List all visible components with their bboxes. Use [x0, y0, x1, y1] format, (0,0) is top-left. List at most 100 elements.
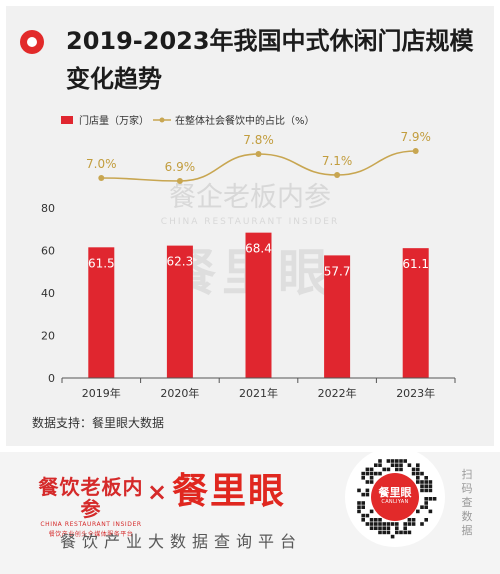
x-axis: 2019年 2020年 2021年 2022年 2023年: [61, 377, 456, 400]
qr-module: [416, 463, 420, 467]
qr-module: [390, 534, 395, 539]
qr-module: [395, 526, 399, 530]
qr-module: [424, 480, 428, 484]
qr-module: [424, 484, 428, 488]
x-tick-label: 2022年: [318, 386, 357, 400]
qr-module: [357, 509, 361, 514]
line-value-label: 6.9%: [165, 160, 196, 174]
qr-module: [378, 526, 382, 530]
qr-module: [420, 480, 424, 484]
title-bullet-icon: [20, 30, 44, 54]
qr-module: [416, 476, 420, 480]
qr-module: [428, 509, 433, 514]
qr-module: [365, 467, 370, 472]
x-tick-label: 2019年: [82, 386, 121, 400]
qr-module: [420, 522, 424, 526]
qr-module: [424, 476, 428, 480]
qr-module: [428, 484, 433, 488]
qr-module: [420, 488, 424, 493]
qr-module: [378, 518, 382, 522]
qr-module: [365, 513, 370, 518]
brand-left-subtitle: 餐饮产业创头全媒体服务平台: [48, 531, 134, 538]
qr-module: [365, 471, 370, 476]
qr-module: [386, 459, 391, 463]
qr-module: [403, 530, 407, 535]
qr-module: [369, 509, 374, 514]
qr-module: [428, 480, 433, 484]
qr-module: [365, 480, 370, 484]
legend-label-line: 在整体社会餐饮中的占比（%）: [175, 114, 315, 127]
legend-label-bar: 门店量（万家）: [79, 114, 149, 127]
qr-module: [374, 526, 378, 530]
bar: [324, 255, 351, 378]
x-tick-label: 2020年: [160, 386, 199, 400]
qr-module: [424, 488, 428, 493]
qr-module: [399, 467, 403, 472]
legend-swatch-bar: [61, 116, 73, 124]
qr-module: [374, 471, 378, 476]
qr-module: [403, 522, 407, 526]
qr-module: [361, 513, 365, 518]
qr-module: [395, 463, 399, 467]
qr-module: [382, 530, 386, 535]
qr-module: [420, 484, 424, 488]
qr-module: [361, 518, 365, 522]
qr-module: [369, 476, 374, 480]
qr-module: [374, 522, 378, 526]
qr-module: [369, 518, 374, 522]
legend-swatch-line-marker: [159, 117, 165, 123]
qr-module: [432, 497, 437, 501]
qr-module: [424, 518, 428, 522]
qr-module: [428, 497, 433, 501]
qr-module: [365, 522, 370, 526]
bar-value-label: 61.1: [402, 257, 429, 271]
qr-module: [382, 526, 386, 530]
bar: [245, 232, 272, 378]
qr-module: [361, 476, 365, 480]
line-point: [255, 151, 262, 157]
qr-module: [374, 518, 378, 522]
qr-module: [395, 459, 399, 463]
qr-module: [361, 501, 365, 505]
bar-value-label: 61.5: [88, 256, 115, 270]
qr-module: [407, 463, 412, 467]
qr-module: [361, 492, 365, 497]
qr-module: [411, 471, 416, 476]
qr-module: [411, 467, 416, 472]
bar: [166, 245, 193, 378]
x-tick-label: 2023年: [396, 386, 435, 400]
y-axis: 0 20 40 60 80: [41, 202, 55, 385]
qr-module: [416, 471, 420, 476]
qr-module: [378, 463, 382, 467]
qr-module: [395, 467, 399, 472]
scan-hint: 扫码查数据: [461, 468, 473, 537]
y-tick-label: 40: [41, 287, 55, 300]
source-note: 数据支持：餐里眼大数据: [32, 415, 164, 430]
qr-module: [369, 471, 374, 476]
qr-module: [365, 492, 370, 497]
qr-module: [416, 480, 420, 484]
qr-module: [361, 471, 365, 476]
qr-module: [386, 530, 391, 535]
qr-logo-name: 餐里眼: [378, 486, 412, 499]
qr-module: [420, 505, 424, 509]
brand-logo-canliyan: 餐里眼: [172, 471, 287, 512]
line-point: [98, 175, 105, 181]
qr-module: [378, 530, 382, 535]
bar-value-label: 62.3: [167, 255, 194, 269]
qr-module: [399, 459, 403, 463]
bar-series: 61.5 62.3 68.4 57.7 61.1: [88, 232, 429, 378]
y-tick-label: 20: [41, 330, 55, 343]
qr-module: [369, 526, 374, 530]
qr-module: [365, 488, 370, 493]
x-tick-label: 2021年: [239, 386, 278, 400]
qr-module: [403, 459, 407, 463]
brand-logo-neican: 餐饮老板内参 CHINA RESTAURANT INSIDER 餐饮产业创头全媒…: [32, 476, 150, 538]
qr-module: [395, 530, 399, 535]
qr-module: [357, 488, 361, 493]
qr-module: [395, 522, 399, 526]
line-point: [334, 172, 341, 178]
qr-module: [424, 505, 428, 509]
qr-module: [386, 526, 391, 530]
qr-logo-english: CANLIYAN: [381, 499, 409, 505]
